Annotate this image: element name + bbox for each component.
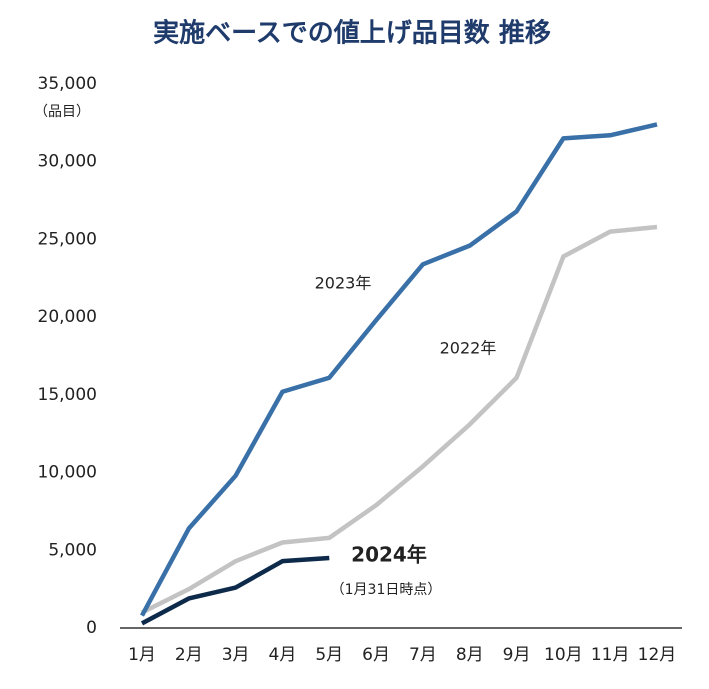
x-tick-label: 9月 (503, 645, 531, 665)
y-tick-label: 5,000 (48, 540, 97, 560)
x-tick-label: 12月 (638, 645, 677, 665)
x-tick-label: 6月 (362, 645, 390, 665)
chart-title: 実施ベースでの値上げ品目数 推移 (153, 18, 551, 49)
y-tick-label: 35,000 (38, 74, 97, 94)
y-tick-label: 15,000 (38, 385, 97, 405)
y-tick-label: 0 (86, 618, 97, 638)
y-tick-label: 20,000 (38, 307, 97, 327)
x-tick-label: 2月 (175, 645, 203, 665)
x-tick-label: 1月 (128, 645, 156, 665)
x-tick-label: 8月 (456, 645, 484, 665)
y-tick-label: 25,000 (38, 229, 97, 249)
annotation: （1月31日時点） (331, 582, 442, 598)
x-tick-label: 4月 (269, 645, 297, 665)
line-series (140, 555, 330, 626)
y-tick-label: 10,000 (38, 463, 97, 483)
x-tick-label: 3月 (222, 645, 250, 665)
x-tick-label: 10月 (544, 645, 583, 665)
line-series (140, 122, 658, 617)
series-label: 2024年 (351, 543, 427, 567)
y-unit: （品目） (34, 104, 90, 120)
line-series (140, 224, 658, 615)
y-tick-label: 30,000 (38, 152, 97, 172)
x-tick-label: 7月 (409, 645, 437, 665)
series-label: 2022年 (440, 339, 497, 358)
x-tick-label: 5月 (315, 645, 343, 665)
series-label: 2023年 (315, 274, 372, 293)
x-tick-label: 11月 (591, 645, 630, 665)
